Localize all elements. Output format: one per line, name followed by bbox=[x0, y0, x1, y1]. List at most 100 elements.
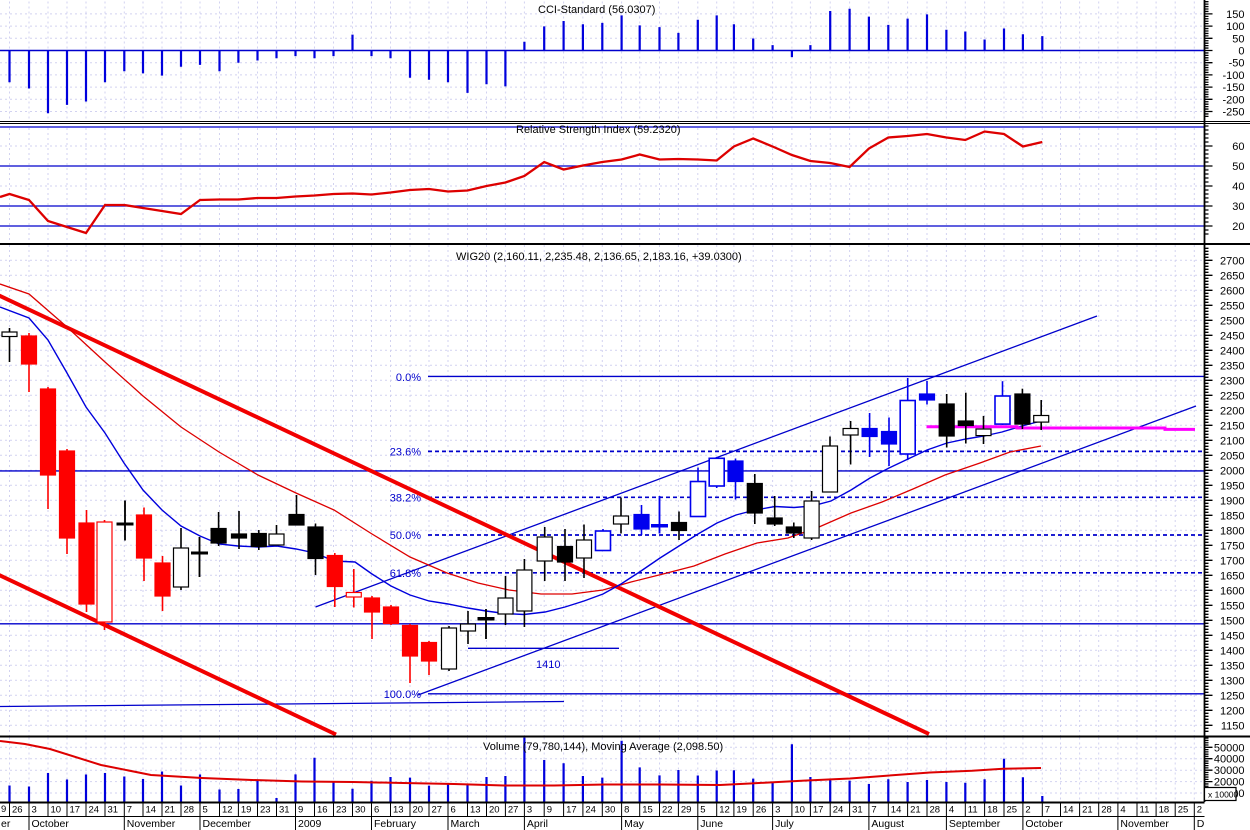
svg-text:7: 7 bbox=[871, 805, 876, 816]
svg-text:23: 23 bbox=[260, 805, 271, 816]
svg-text:1150: 1150 bbox=[1221, 720, 1245, 732]
svg-text:20: 20 bbox=[413, 805, 424, 816]
svg-text:7: 7 bbox=[1045, 805, 1050, 816]
svg-text:25: 25 bbox=[1007, 805, 1018, 816]
svg-text:2400: 2400 bbox=[1220, 345, 1244, 357]
svg-text:31: 31 bbox=[108, 805, 119, 816]
svg-text:30: 30 bbox=[355, 805, 366, 816]
svg-text:50000: 50000 bbox=[1214, 742, 1245, 754]
svg-text:18: 18 bbox=[1159, 805, 1170, 816]
svg-text:50: 50 bbox=[1232, 33, 1244, 45]
svg-text:1600: 1600 bbox=[1220, 585, 1244, 597]
svg-text:1500: 1500 bbox=[1220, 615, 1244, 627]
svg-text:November: November bbox=[127, 818, 176, 830]
svg-text:27: 27 bbox=[432, 805, 443, 816]
svg-text:May: May bbox=[624, 818, 645, 830]
svg-text:November: November bbox=[1120, 818, 1169, 830]
svg-text:2700: 2700 bbox=[1220, 255, 1244, 267]
svg-text:28: 28 bbox=[930, 805, 941, 816]
svg-text:2250: 2250 bbox=[1220, 390, 1244, 402]
svg-text:Relative Strength Index (59.23: Relative Strength Index (59.2320) bbox=[516, 124, 681, 136]
svg-text:23: 23 bbox=[336, 805, 347, 816]
svg-text:1410: 1410 bbox=[536, 659, 560, 671]
svg-text:1550: 1550 bbox=[1220, 600, 1244, 612]
svg-text:31: 31 bbox=[279, 805, 290, 816]
svg-text:6: 6 bbox=[451, 805, 456, 816]
svg-text:10: 10 bbox=[794, 805, 805, 816]
svg-text:October: October bbox=[32, 818, 70, 830]
svg-text:11: 11 bbox=[968, 805, 978, 816]
svg-text:-200: -200 bbox=[1222, 94, 1244, 106]
svg-text:26: 26 bbox=[756, 805, 767, 816]
svg-text:1350: 1350 bbox=[1220, 660, 1244, 672]
svg-text:11: 11 bbox=[1140, 805, 1150, 816]
svg-text:er: er bbox=[1, 818, 11, 830]
svg-text:April: April bbox=[527, 818, 548, 830]
svg-text:3: 3 bbox=[775, 805, 780, 816]
svg-text:February: February bbox=[374, 818, 417, 830]
svg-text:28: 28 bbox=[184, 805, 195, 816]
svg-text:9: 9 bbox=[1, 804, 6, 815]
svg-text:4: 4 bbox=[949, 805, 954, 816]
svg-text:16: 16 bbox=[317, 805, 328, 816]
svg-text:30: 30 bbox=[605, 805, 616, 816]
svg-text:100: 100 bbox=[1226, 21, 1244, 33]
svg-text:31: 31 bbox=[852, 805, 863, 816]
svg-text:D: D bbox=[1197, 818, 1205, 830]
svg-text:2150: 2150 bbox=[1220, 420, 1244, 432]
svg-text:1800: 1800 bbox=[1220, 525, 1244, 537]
svg-text:10: 10 bbox=[51, 805, 62, 816]
svg-text:1700: 1700 bbox=[1220, 555, 1244, 567]
svg-text:2450: 2450 bbox=[1220, 330, 1244, 342]
svg-text:28: 28 bbox=[1101, 805, 1112, 816]
svg-text:-150: -150 bbox=[1222, 82, 1244, 94]
svg-text:50: 50 bbox=[1232, 161, 1244, 173]
svg-text:2000: 2000 bbox=[1220, 465, 1244, 477]
svg-text:December: December bbox=[203, 818, 252, 830]
svg-text:14: 14 bbox=[1063, 805, 1074, 816]
svg-text:30000: 30000 bbox=[1214, 765, 1245, 777]
svg-text:19: 19 bbox=[736, 805, 747, 816]
svg-text:12: 12 bbox=[719, 805, 730, 816]
svg-text:2300: 2300 bbox=[1220, 375, 1244, 387]
svg-text:2009: 2009 bbox=[298, 818, 322, 830]
svg-text:October: October bbox=[1025, 818, 1063, 830]
svg-text:17: 17 bbox=[566, 805, 577, 816]
svg-text:100.0%: 100.0% bbox=[384, 689, 422, 701]
svg-text:July: July bbox=[775, 818, 794, 830]
svg-text:-50: -50 bbox=[1229, 58, 1245, 70]
svg-text:40000: 40000 bbox=[1214, 754, 1245, 766]
svg-text:2550: 2550 bbox=[1220, 300, 1244, 312]
svg-text:Volume (79,780,144), Moving Av: Volume (79,780,144), Moving Average (2,0… bbox=[483, 741, 723, 753]
svg-text:14: 14 bbox=[146, 805, 157, 816]
svg-text:2200: 2200 bbox=[1220, 405, 1244, 417]
svg-text:13: 13 bbox=[393, 805, 404, 816]
svg-text:1950: 1950 bbox=[1220, 480, 1244, 492]
svg-text:1650: 1650 bbox=[1220, 570, 1244, 582]
svg-text:1250: 1250 bbox=[1220, 690, 1244, 702]
svg-text:1300: 1300 bbox=[1220, 675, 1244, 687]
svg-text:1750: 1750 bbox=[1220, 540, 1244, 552]
svg-text:19: 19 bbox=[241, 805, 252, 816]
svg-text:26: 26 bbox=[12, 805, 23, 816]
svg-text:27: 27 bbox=[508, 805, 519, 816]
svg-text:1900: 1900 bbox=[1220, 495, 1244, 507]
svg-text:23.6%: 23.6% bbox=[390, 447, 421, 459]
svg-text:2: 2 bbox=[1197, 805, 1202, 816]
svg-text:4: 4 bbox=[1120, 805, 1125, 816]
svg-text:20: 20 bbox=[1232, 221, 1244, 233]
svg-text:2100: 2100 bbox=[1220, 435, 1244, 447]
svg-text:18: 18 bbox=[987, 805, 998, 816]
svg-text:3: 3 bbox=[527, 805, 532, 816]
svg-text:June: June bbox=[700, 818, 723, 830]
svg-text:5: 5 bbox=[203, 805, 208, 816]
svg-text:21: 21 bbox=[1082, 805, 1093, 816]
svg-text:40: 40 bbox=[1232, 181, 1244, 193]
svg-text:9: 9 bbox=[298, 805, 303, 816]
svg-text:2350: 2350 bbox=[1220, 360, 1244, 372]
svg-text:25: 25 bbox=[1178, 805, 1189, 816]
svg-text:1200: 1200 bbox=[1220, 705, 1244, 717]
svg-text:September: September bbox=[949, 818, 1001, 830]
svg-text:x 10000: x 10000 bbox=[1208, 790, 1239, 800]
svg-text:24: 24 bbox=[89, 805, 100, 816]
